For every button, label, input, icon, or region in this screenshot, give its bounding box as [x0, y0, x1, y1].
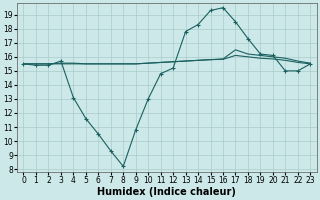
X-axis label: Humidex (Indice chaleur): Humidex (Indice chaleur): [98, 187, 236, 197]
